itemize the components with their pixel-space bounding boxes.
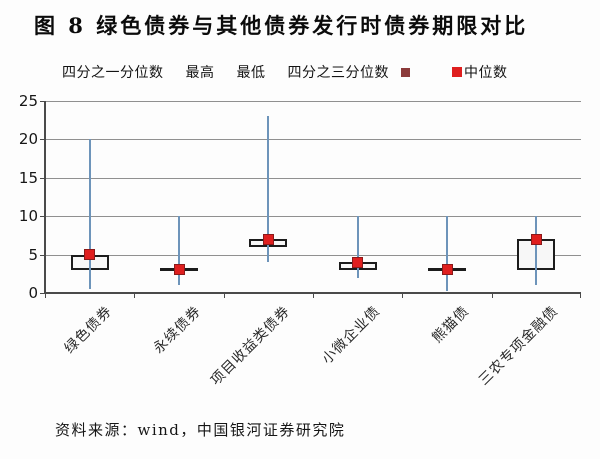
high-low-whisker	[446, 216, 448, 292]
x-axis-category-label: 永续债券	[150, 303, 205, 357]
y-axis-tick	[40, 177, 45, 179]
gridline	[45, 139, 581, 141]
legend-median-marker-icon	[452, 67, 462, 77]
x-axis-tick	[134, 293, 136, 298]
y-axis-line	[44, 101, 46, 294]
median-marker	[84, 249, 96, 261]
x-axis-tick	[402, 293, 404, 298]
high-low-whisker	[535, 216, 538, 286]
y-axis-tick	[40, 293, 45, 294]
median-marker	[530, 233, 542, 245]
median-marker	[441, 264, 453, 276]
y-axis-tick-label: 5	[28, 245, 38, 264]
high-low-whisker	[267, 116, 270, 263]
x-axis-tick	[313, 293, 314, 298]
x-axis-tick	[580, 293, 581, 298]
x-axis-labels: 绿色债券 永续债券 项目收益类债券 小微企业债 熊猫债 三农专项金融债	[45, 301, 581, 406]
x-axis-tick	[491, 293, 493, 298]
y-axis-tick	[40, 101, 45, 102]
x-axis-tick	[223, 293, 225, 298]
x-axis-category-label: 熊猫债	[429, 303, 473, 347]
gridline	[45, 216, 581, 218]
median-marker	[173, 264, 185, 276]
legend-item-quartile1: 四分之一分位数	[62, 65, 164, 81]
x-axis-category-label: 三农专项金融债	[476, 303, 562, 389]
source-note: 资料来源：wind，中国银河证券研究院	[55, 421, 346, 439]
y-axis-tick	[40, 254, 45, 256]
y-axis-tick	[40, 139, 45, 141]
gridline	[45, 254, 581, 256]
x-axis-category-label: 小微企业债	[318, 303, 384, 368]
y-axis-tick-label: 10	[18, 207, 38, 226]
y-axis-tick	[40, 216, 45, 218]
median-marker	[262, 233, 274, 245]
legend-item-median: 中位数	[464, 65, 508, 81]
legend-item-high: 最高	[185, 65, 215, 81]
legend-item-quartile3: 四分之三分位数	[287, 65, 389, 81]
x-axis-category-label: 绿色债券	[61, 303, 116, 357]
chart-legend: 四分之一分位数 最高 最低 四分之三分位数 中位数	[62, 62, 508, 82]
x-axis-tick	[45, 293, 46, 298]
high-low-whisker	[178, 216, 180, 286]
gridline	[45, 101, 581, 102]
gridline	[45, 177, 581, 179]
boxplot-chart: 绿色债券 永续债券 项目收益类债券 小微企业债 熊猫债 三农专项金融债	[40, 101, 581, 406]
high-low-whisker	[88, 139, 91, 290]
high-low-whisker	[356, 216, 359, 278]
median-marker	[352, 256, 364, 268]
y-axis-tick-label: 15	[18, 168, 38, 187]
y-axis-tick-label: 20	[18, 130, 38, 149]
x-axis-category-label: 项目收益类债券	[208, 303, 294, 389]
chart-title: 图 8 绿色债券与其他债券发行时债券期限对比	[34, 13, 529, 38]
legend-quartile3-marker-icon	[401, 67, 410, 77]
legend-item-low: 最低	[236, 65, 266, 81]
plot-area	[40, 101, 581, 298]
y-axis-tick-label: 25	[18, 92, 38, 110]
y-axis-tick-label: 0	[28, 284, 38, 302]
